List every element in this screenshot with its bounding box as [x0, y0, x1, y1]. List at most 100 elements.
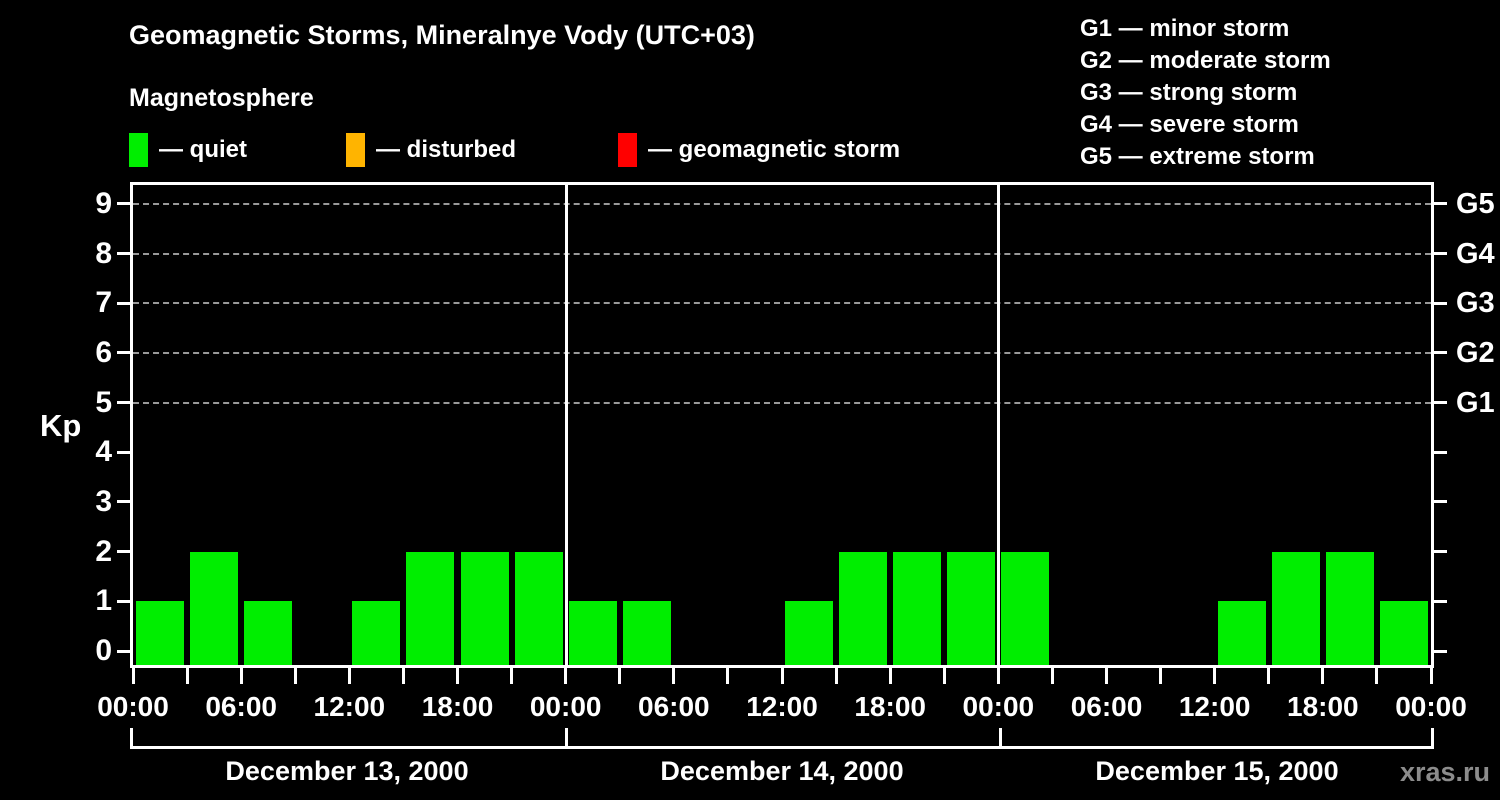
grid-line	[133, 401, 1431, 404]
y-axis-tick	[117, 301, 130, 305]
x-axis-tick	[1375, 668, 1379, 684]
legend-label-quiet: — quiet	[159, 136, 247, 163]
y-axis-tick	[117, 599, 130, 603]
kp-bar	[893, 551, 942, 665]
y-axis-tick	[117, 351, 130, 355]
x-tick-label: 12:00	[1178, 691, 1251, 722]
date-axis-tick	[130, 728, 133, 747]
legend-item-quiet: — quiet	[129, 132, 247, 167]
x-axis-tick	[293, 668, 297, 684]
y-tick-label: 0	[95, 634, 112, 667]
x-axis-tick	[510, 668, 514, 684]
disturbed-swatch-icon	[346, 132, 365, 167]
chart-subtitle: Magnetosphere	[129, 84, 314, 112]
g-scale-label: G1	[1456, 386, 1495, 419]
y-axis-tick	[1434, 301, 1447, 305]
x-axis-tick	[564, 668, 568, 684]
kp-bar	[514, 551, 563, 665]
legend-label-storm: — geomagnetic storm	[648, 136, 901, 163]
y-axis-tick	[1434, 401, 1447, 405]
x-axis-tick	[726, 668, 730, 684]
kp-bar	[1271, 551, 1320, 665]
y-axis-title: Kp	[40, 408, 82, 443]
kp-bar	[1217, 601, 1266, 665]
kp-bar	[406, 551, 455, 665]
storm-scale-g2: G2 — moderate storm	[1080, 47, 1331, 74]
y-tick-label: 9	[95, 186, 112, 220]
x-tick-label: 18:00	[421, 691, 494, 722]
kp-bar	[839, 551, 888, 665]
y-axis-tick	[117, 252, 130, 256]
g-scale-label: G3	[1456, 287, 1495, 320]
x-axis-tick	[996, 668, 1000, 684]
x-axis-tick	[1429, 668, 1433, 684]
kp-bar	[460, 551, 509, 665]
plot-area	[130, 182, 1434, 668]
y-axis-tick	[1434, 550, 1447, 554]
storm-scale-g1: G1 — minor storm	[1080, 15, 1290, 42]
watermark: xras.ru	[1399, 757, 1490, 787]
kp-bar	[1325, 551, 1374, 665]
y-axis-tick	[117, 550, 130, 554]
y-axis-tick	[1434, 202, 1447, 206]
x-tick-label: 00:00	[1395, 691, 1467, 722]
x-tick-label: 18:00	[854, 691, 926, 722]
grid-line	[133, 202, 1431, 205]
x-axis-tick	[1159, 668, 1163, 684]
x-tick-label: 06:00	[638, 691, 710, 722]
day-separator	[564, 185, 568, 665]
y-axis-tick	[117, 401, 130, 405]
day-separator	[997, 185, 1001, 665]
date-axis-line	[130, 746, 1434, 749]
grid-line	[133, 302, 1431, 305]
x-tick-label: 12:00	[746, 691, 818, 722]
g-scale-label: G4	[1456, 237, 1495, 270]
page-title: Geomagnetic Storms, Mineralnye Vody (UTC…	[129, 20, 755, 50]
y-tick-label: 6	[95, 335, 112, 369]
y-axis-tick	[1434, 649, 1447, 653]
x-axis-tick	[888, 668, 892, 684]
x-tick-label: 00:00	[529, 691, 602, 722]
quiet-swatch-icon	[129, 132, 148, 167]
y-tick-label: 8	[95, 236, 112, 270]
kp-bar	[1001, 551, 1050, 665]
x-axis-tick	[1267, 668, 1271, 684]
x-tick-label: 18:00	[1287, 691, 1359, 722]
y-tick-label: 2	[95, 534, 112, 568]
x-tick-label: 12:00	[313, 691, 386, 722]
date-axis-tick	[999, 728, 1003, 747]
y-axis-tick	[117, 450, 130, 454]
y-axis-tick	[117, 649, 130, 653]
date-label-day2: December 14, 2000	[660, 756, 904, 786]
y-axis-tick	[117, 202, 130, 206]
storm-scale-legend: G1 — minor storm G2 — moderate storm G3 …	[1080, 13, 1331, 173]
date-label-day3: December 15, 2000	[1095, 756, 1339, 786]
x-axis-tick	[1050, 668, 1054, 684]
g-scale-label: G5	[1456, 187, 1495, 220]
x-tick-label: 00:00	[97, 691, 169, 722]
y-axis-tick	[1434, 450, 1447, 454]
y-tick-label: 4	[95, 435, 112, 469]
kp-bar	[785, 601, 834, 665]
y-tick-label: 5	[95, 385, 112, 419]
x-axis-tick	[1213, 668, 1217, 684]
x-tick-label: 00:00	[962, 691, 1035, 722]
x-axis-tick	[618, 668, 622, 684]
legend-label-disturbed: — disturbed	[376, 136, 517, 163]
date-axis-tick	[1431, 728, 1434, 747]
x-axis-tick	[834, 668, 838, 684]
kp-bar	[136, 601, 185, 665]
y-axis-tick	[1434, 500, 1447, 504]
kp-bar	[352, 601, 401, 665]
x-axis-tick	[347, 668, 351, 684]
legend-item-storm: — geomagnetic storm	[618, 132, 900, 167]
date-label-day1: December 13, 2000	[225, 756, 469, 786]
kp-bar	[947, 551, 996, 665]
y-axis-tick	[117, 500, 130, 504]
storm-scale-g3: G3 — strong storm	[1080, 79, 1298, 106]
x-tick-label: 06:00	[205, 691, 277, 722]
x-axis-tick	[942, 668, 946, 684]
storm-swatch-icon	[618, 132, 637, 167]
storm-scale-g4: G4 — severe storm	[1080, 111, 1299, 138]
